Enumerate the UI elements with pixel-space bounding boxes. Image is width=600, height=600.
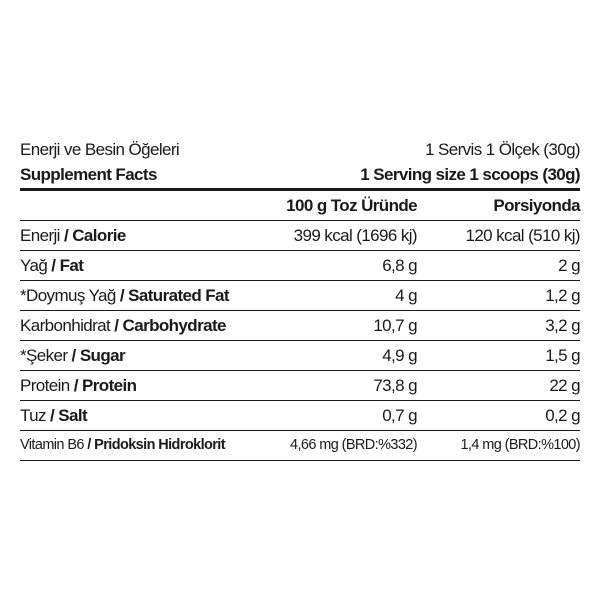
serving-value: 120 kcal (510 kj): [465, 226, 580, 245]
nutrient-name: *Doymuş Yağ / Saturated Fat: [20, 281, 247, 310]
nutrient-tr: Vitamin B6: [20, 437, 84, 453]
supplement-facts-table: Enerji ve Besin Öğeleri 1 Servis 1 Ölçek…: [20, 138, 581, 461]
serving-value: 3,2 g: [545, 316, 580, 335]
separator: /: [69, 376, 83, 395]
nutrient-tr: *Doymuş Yağ: [20, 286, 116, 305]
title-en: Supplement Facts: [20, 165, 157, 184]
separator: /: [67, 346, 80, 365]
column-header: [20, 191, 247, 220]
nutrient-en: Pridoksin Hidroklorit: [94, 437, 225, 453]
separator: /: [83, 437, 95, 453]
nutrient-name: *Şeker / Sugar: [20, 341, 247, 370]
serving-value: 1,5 g: [545, 346, 580, 365]
nutrient-name: Protein / Protein: [20, 371, 247, 400]
nutrient-en: Fat: [59, 256, 84, 275]
table-row: Tuz / Salt 0,7 g 0,2 g: [20, 401, 581, 431]
nutrient-name: Tuz / Salt: [20, 401, 247, 430]
separator: /: [115, 286, 129, 305]
header-tr: Enerji ve Besin Öğeleri 1 Servis 1 Ölçek…: [20, 138, 581, 162]
serving-value: 2 g: [558, 256, 580, 275]
table-row: Protein / Protein 73,8 g 22 g: [20, 371, 581, 401]
nutrient-tr: Karbonhidrat: [20, 316, 111, 335]
per100-value: 6,8 g: [382, 256, 417, 275]
table-row: Karbonhidrat / Carbohydrate 10,7 g 3,2 g: [20, 311, 581, 341]
serving-value: 0,2 g: [545, 406, 580, 425]
serving-value: 22 g: [549, 376, 580, 395]
table-row: Enerji / Calorie 399 kcal (1696 kj) 120 kc…: [20, 221, 581, 251]
separator: /: [110, 316, 123, 335]
per100-value: 4,66 mg (BRD:%332): [289, 437, 418, 453]
per100-value: 0,7 g: [382, 406, 417, 425]
serving-tr: 1 Servis 1 Ölçek (30g): [425, 140, 581, 159]
separator: /: [59, 226, 73, 245]
nutrient-tr: Tuz: [20, 406, 47, 425]
nutrient-en: Salt: [58, 406, 88, 425]
column-header-row: 100 g Toz Üründe Porsiyonda: [20, 191, 581, 221]
nutrient-tr: Yağ: [20, 256, 48, 275]
table-row: *Şeker / Sugar 4,9 g 1,5 g: [20, 341, 581, 371]
nutrient-en: Sugar: [79, 346, 126, 365]
table-row: *Doymuş Yağ / Saturated Fat 4 g 1,2 g: [20, 281, 581, 311]
header-en: Supplement Facts 1 Serving size 1 scoops…: [20, 162, 581, 191]
nutrient-tr: Enerji: [20, 226, 60, 245]
nutrient-en: Protein: [82, 376, 137, 395]
per100-value: 4,9 g: [382, 346, 417, 365]
per100-value: 399 kcal (1696 kj): [293, 226, 418, 245]
serving-value: 1,4 mg (BRD:%100): [460, 437, 580, 453]
per100-value: 4 g: [395, 286, 417, 305]
nutrient-name: Yağ / Fat: [20, 251, 247, 280]
nutrient-name: Vitamin B6 / Pridoksin Hidroklorit: [20, 431, 247, 460]
nutrient-en: Calorie: [72, 226, 126, 245]
separator: /: [45, 406, 59, 425]
serving-en: 1 Serving size 1 scoops (30g): [360, 165, 580, 184]
column-header-per100: 100 g Toz Üründe: [286, 196, 417, 215]
nutrient-tr: *Şeker: [20, 346, 68, 365]
nutrient-en: Carbohydrate: [122, 316, 227, 335]
per100-value: 10,7 g: [373, 316, 417, 335]
nutrient-en: Saturated Fat: [128, 286, 229, 305]
column-header-serving: Porsiyonda: [493, 196, 580, 215]
nutrient-tr: Protein: [20, 376, 70, 395]
serving-value: 1,2 g: [545, 286, 580, 305]
per100-value: 73,8 g: [373, 376, 417, 395]
nutrient-name: Enerji / Calorie: [20, 221, 247, 250]
nutrient-name: Karbonhidrat / Carbohydrate: [20, 311, 247, 340]
table-row: Yağ / Fat 6,8 g 2 g: [20, 251, 581, 281]
table-row: Vitamin B6 / Pridoksin Hidroklorit 4,66 m…: [20, 431, 581, 461]
separator: /: [47, 256, 60, 275]
title-tr: Enerji ve Besin Öğeleri: [20, 140, 180, 159]
